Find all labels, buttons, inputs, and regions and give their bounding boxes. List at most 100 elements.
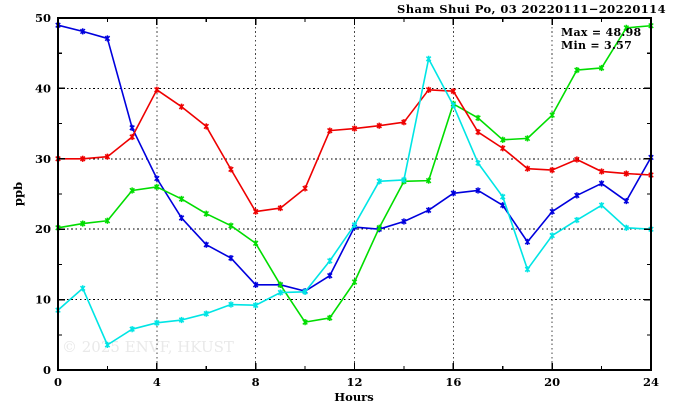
series-red-marker: [425, 86, 432, 93]
series-cyan-marker: [376, 178, 382, 185]
series-blue-marker: [450, 190, 457, 197]
series-blue-marker: [401, 218, 407, 225]
series-cyan-marker: [425, 55, 432, 62]
series-red: [55, 86, 654, 215]
series-blue-marker: [228, 254, 234, 262]
min-annotation: Min = 3.57: [561, 39, 632, 52]
series-red-marker: [574, 156, 580, 163]
series-green-marker: [598, 64, 605, 72]
series-green-marker: [499, 136, 506, 143]
series-cyan-marker: [104, 341, 111, 348]
series-red-marker: [104, 153, 111, 160]
y-tick-label-10: 10: [35, 293, 51, 307]
series-cyan: [55, 55, 654, 348]
series-green-marker: [623, 24, 630, 31]
series-green-marker: [154, 183, 160, 191]
series-cyan-marker: [574, 216, 580, 224]
series-cyan-marker: [351, 221, 358, 229]
series-blue-marker: [524, 238, 531, 245]
chart-title: Sham Shui Po, 03 20220111−20220114: [397, 2, 666, 16]
series-red-marker: [129, 133, 135, 141]
series-red-marker: [524, 165, 531, 172]
series-cyan-marker: [475, 159, 481, 167]
series-blue-marker: [549, 208, 555, 215]
series-green-marker: [104, 217, 111, 224]
series-blue-marker: [425, 207, 432, 214]
series-green: [55, 22, 654, 326]
series-green-marker: [549, 112, 555, 119]
watermark-label: © 2025 ENVF, HKUST: [62, 338, 234, 356]
series-green-marker: [574, 66, 580, 74]
series-blue-marker: [154, 175, 160, 182]
series-cyan-marker: [524, 266, 531, 273]
x-tick-label-20: 20: [544, 375, 560, 389]
series-red-marker: [623, 170, 630, 177]
series-red-marker: [277, 204, 284, 212]
series-green-marker: [203, 210, 210, 217]
x-axis-title: Hours: [334, 390, 373, 404]
series-cyan-marker: [228, 301, 234, 308]
series-red-marker: [376, 122, 382, 129]
series-cyan-marker: [623, 224, 630, 231]
series-red-marker: [549, 166, 555, 174]
series-red-marker: [79, 155, 86, 162]
y-axis-tick-labels: 0 10 20 30 40 50: [35, 11, 51, 377]
series-green-marker: [252, 240, 259, 247]
series-red-marker: [401, 119, 407, 126]
series-cyan-marker: [499, 193, 506, 200]
series-green-marker: [425, 177, 432, 184]
y-tick-label-20: 20: [35, 222, 51, 236]
series-blue-marker: [499, 202, 506, 209]
y-tick-label-0: 0: [43, 363, 51, 377]
series-cyan-marker: [302, 288, 308, 295]
series-cyan-marker: [327, 257, 333, 264]
series-green-marker: [524, 135, 531, 142]
series-green-marker: [302, 319, 308, 326]
series-cyan-marker: [203, 310, 210, 317]
series-red-marker: [450, 88, 457, 95]
series-red-marker: [252, 208, 259, 215]
series-green-marker: [178, 195, 185, 203]
series-cyan-marker: [549, 232, 555, 239]
series-blue-marker: [252, 281, 259, 288]
y-axis-title: ppb: [11, 182, 25, 206]
series-green-marker: [351, 278, 358, 286]
series-green-marker: [475, 114, 481, 122]
series-red-marker: [154, 86, 160, 93]
series-red-marker: [475, 128, 481, 136]
axis-ticks: [57, 17, 652, 371]
series-blue-marker: [203, 241, 210, 248]
series-green-marker: [376, 224, 382, 231]
x-tick-label-0: 0: [54, 375, 62, 389]
x-tick-label-24: 24: [643, 375, 659, 389]
series-red-marker: [178, 103, 185, 110]
y-tick-label-30: 30: [35, 152, 51, 166]
series-red-marker: [351, 125, 358, 132]
series-cyan-marker: [277, 289, 284, 296]
x-tick-label-16: 16: [445, 375, 461, 389]
series-blue-marker: [623, 197, 630, 205]
series-cyan-marker: [598, 202, 605, 209]
data-series-layer: [55, 22, 654, 348]
series-green-marker: [327, 314, 333, 322]
series-red-marker: [228, 166, 234, 173]
x-tick-label-4: 4: [153, 375, 161, 389]
series-blue-marker: [178, 214, 185, 222]
x-axis-tick-labels: 0 4 8 12 16 20 24: [54, 375, 659, 389]
series-cyan-marker: [178, 316, 185, 324]
series-cyan-marker: [129, 326, 135, 333]
series-red-marker: [302, 185, 308, 192]
series-blue-marker: [104, 35, 111, 42]
series-cyan-marker: [401, 176, 407, 184]
series-blue-marker: [598, 180, 605, 187]
series-blue-marker: [327, 272, 333, 279]
x-tick-label-8: 8: [252, 375, 260, 389]
series-blue-marker: [475, 187, 481, 194]
series-red-marker: [598, 168, 605, 175]
series-blue-marker: [129, 124, 135, 131]
series-green-marker: [228, 222, 234, 229]
series-blue-marker: [79, 28, 86, 35]
series-red-marker: [203, 123, 210, 130]
